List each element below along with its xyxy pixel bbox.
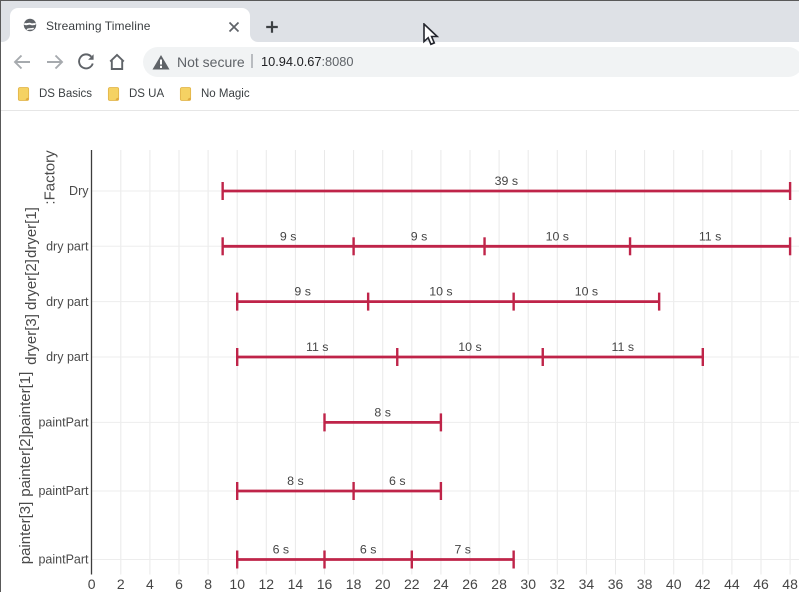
svg-text:28: 28 [491, 576, 507, 592]
svg-text:34: 34 [579, 576, 595, 592]
svg-text:dryer[1]: dryer[1] [23, 207, 40, 258]
svg-text:Dry: Dry [69, 184, 89, 198]
svg-text:40: 40 [666, 576, 682, 592]
svg-text:10 s: 10 s [458, 340, 481, 354]
svg-text:26: 26 [462, 576, 478, 592]
svg-text:9 s: 9 s [411, 229, 428, 243]
svg-text:46: 46 [753, 576, 769, 592]
svg-text:44: 44 [724, 576, 740, 592]
svg-text:dry part: dry part [46, 350, 89, 364]
svg-text:38: 38 [637, 576, 653, 592]
svg-text:8: 8 [204, 576, 212, 592]
svg-text:39 s: 39 s [495, 174, 518, 188]
svg-text:6 s: 6 s [360, 543, 377, 557]
svg-text:painter[2]: painter[2] [17, 434, 34, 497]
svg-text:dry part: dry part [46, 295, 89, 309]
svg-text:22: 22 [404, 576, 420, 592]
svg-text:dry part: dry part [46, 240, 89, 254]
svg-text:14: 14 [288, 576, 304, 592]
svg-text:painter[1]: painter[1] [17, 372, 34, 435]
svg-text:8 s: 8 s [374, 405, 391, 419]
svg-text:6: 6 [175, 576, 183, 592]
svg-text:8 s: 8 s [287, 474, 304, 488]
svg-text:16: 16 [317, 576, 333, 592]
svg-text:6 s: 6 s [273, 543, 290, 557]
svg-text:6 s: 6 s [389, 474, 406, 488]
svg-text:9 s: 9 s [294, 285, 311, 299]
svg-text:10: 10 [229, 576, 245, 592]
svg-text::Factory: :Factory [42, 150, 59, 205]
svg-text:paintPart: paintPart [38, 553, 89, 567]
svg-text:painter[3]: painter[3] [17, 502, 34, 565]
svg-text:4: 4 [146, 576, 154, 592]
svg-text:42: 42 [695, 576, 711, 592]
svg-text:30: 30 [520, 576, 536, 592]
svg-text:48: 48 [782, 576, 798, 592]
svg-text:0: 0 [88, 576, 96, 592]
svg-text:dryer[2]: dryer[2] [23, 259, 40, 310]
svg-text:36: 36 [608, 576, 624, 592]
svg-text:18: 18 [346, 576, 362, 592]
svg-text:dryer[3]: dryer[3] [23, 314, 40, 365]
svg-text:20: 20 [375, 576, 391, 592]
svg-text:2: 2 [117, 576, 125, 592]
svg-text:24: 24 [433, 576, 449, 592]
svg-text:32: 32 [550, 576, 566, 592]
svg-text:9 s: 9 s [280, 229, 297, 243]
svg-text:11 s: 11 s [699, 229, 722, 243]
svg-text:10 s: 10 s [546, 229, 569, 243]
svg-text:7 s: 7 s [454, 543, 471, 557]
svg-text:11 s: 11 s [306, 340, 329, 354]
svg-text:10 s: 10 s [429, 285, 452, 299]
svg-text:11 s: 11 s [612, 340, 635, 354]
svg-text:12: 12 [259, 576, 275, 592]
svg-text:10 s: 10 s [575, 285, 598, 299]
svg-text:paintPart: paintPart [38, 484, 89, 498]
svg-text:paintPart: paintPart [38, 416, 89, 430]
